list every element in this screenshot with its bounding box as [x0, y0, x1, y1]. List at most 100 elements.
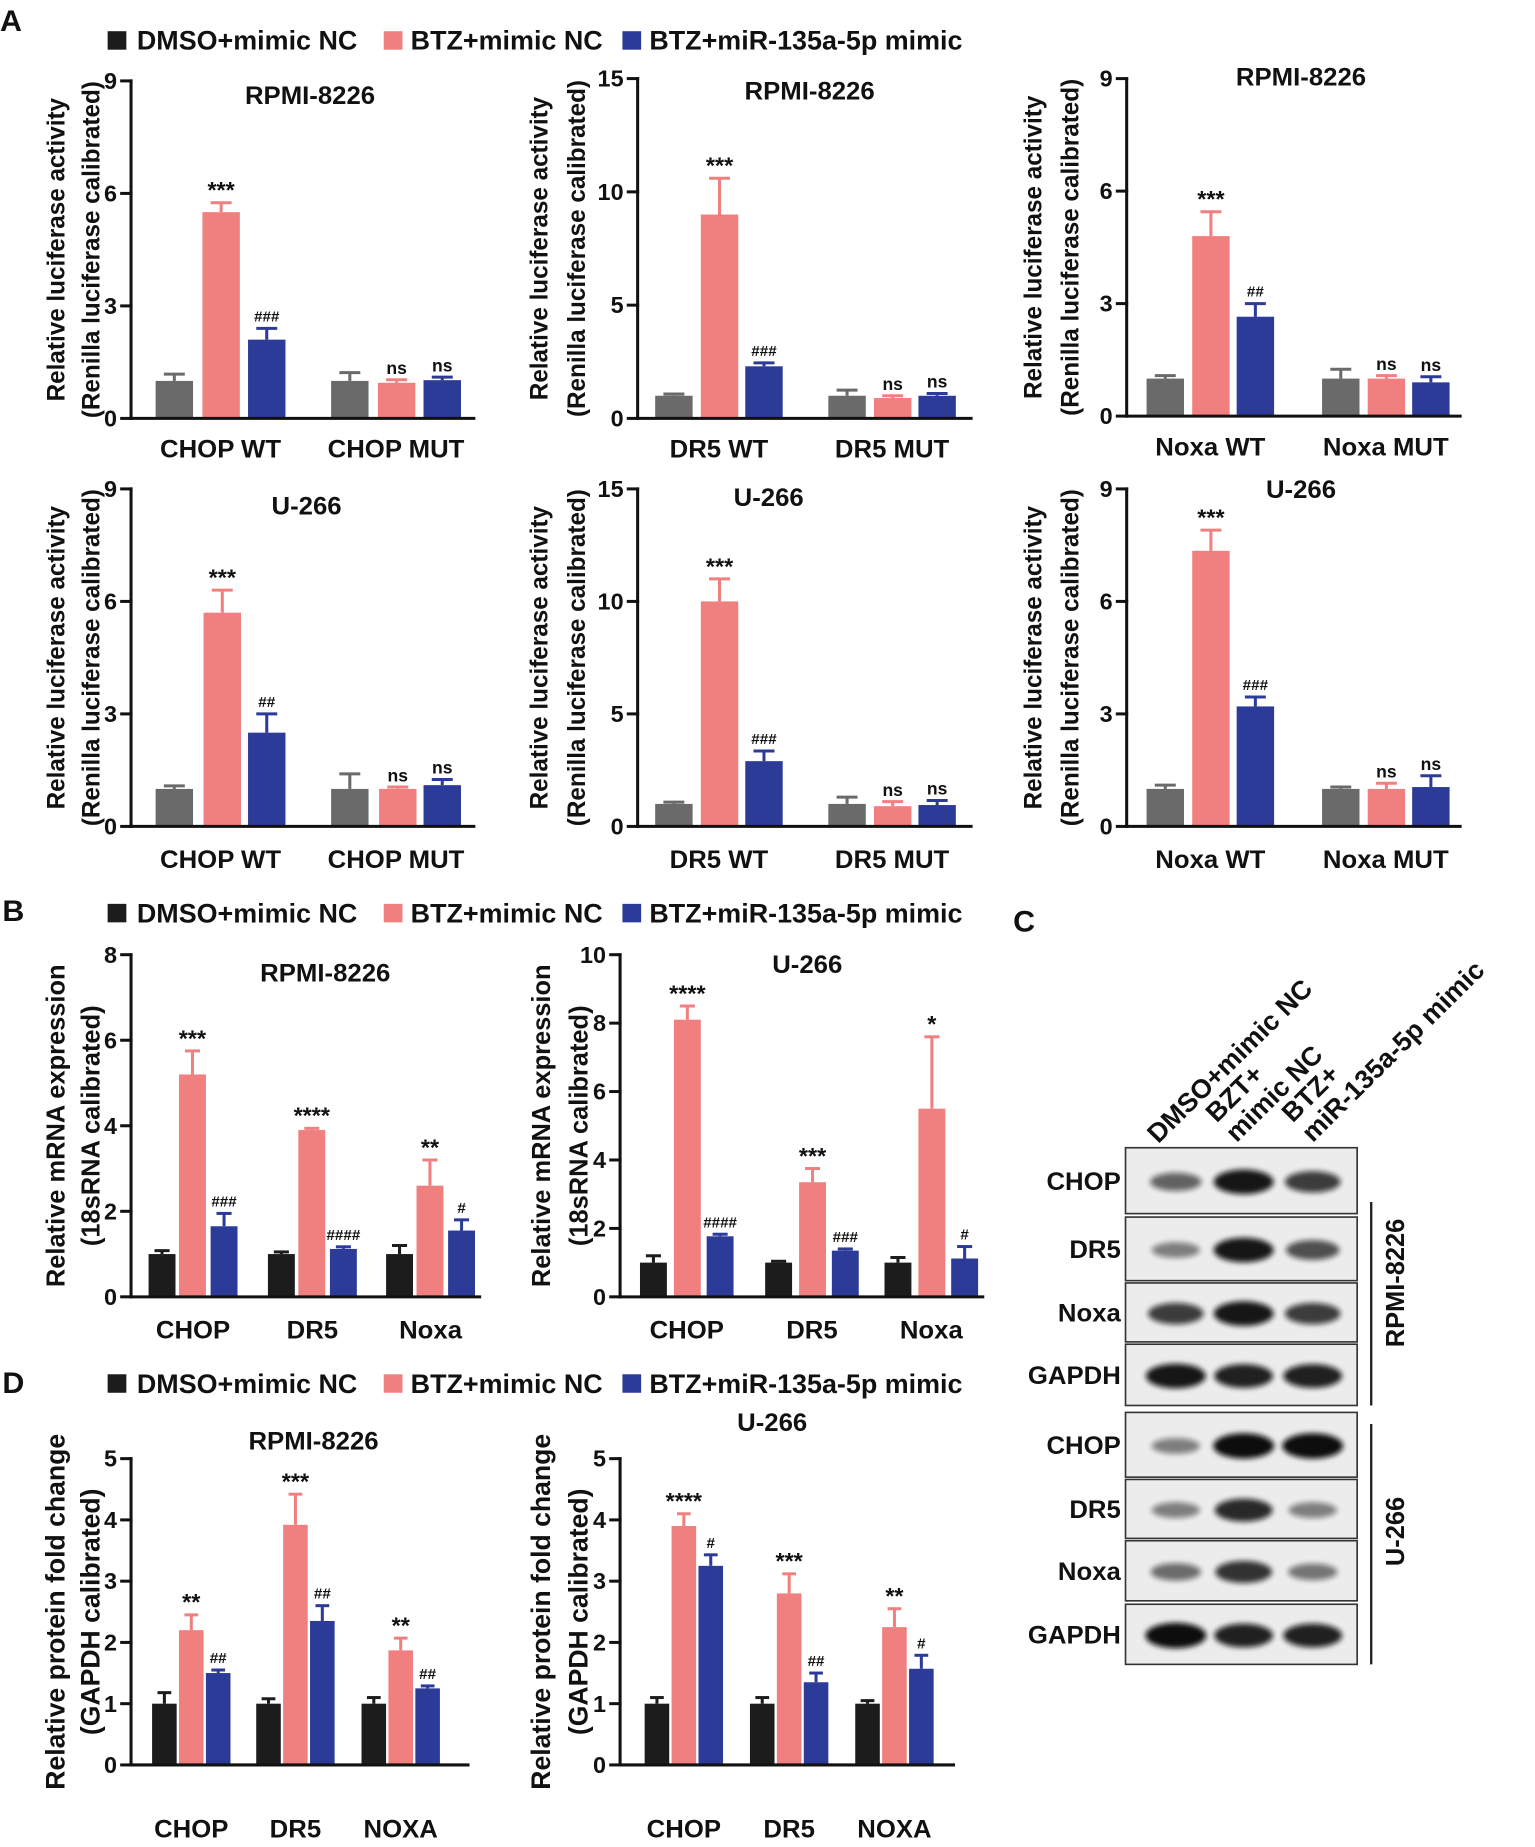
y-tick-label: 15 [598, 66, 624, 92]
bar-chop-wt-mir [248, 339, 286, 419]
blot-lane-label: miR-135a-5p mimic [1296, 955, 1491, 1147]
x-category-label: NOXA [364, 1816, 438, 1844]
x-category-label: DR5 WT [670, 846, 769, 874]
y-tick-label: 6 [104, 1027, 117, 1053]
y-axis-label: Relative protein fold change [526, 1434, 556, 1790]
band-dr5-lane-2 [1214, 1498, 1273, 1522]
x-category-label: Noxa WT [1155, 434, 1265, 462]
bar-noxa-mut-dmso [1322, 788, 1360, 827]
y-tick-label: 3 [593, 1568, 606, 1594]
bar-dr5-dmso [256, 1703, 281, 1765]
bar-dr5-mir [310, 1620, 335, 1765]
chart-title: U-266 [1266, 476, 1336, 504]
y-axis-label: Relative luciferase activity [526, 96, 553, 400]
band-gapdh-lane-1 [1145, 1363, 1206, 1389]
y-axis-label: (Renilla luciferase calibrated) [78, 81, 105, 418]
significance-label: * [927, 1011, 937, 1037]
bar-dr5-btz [799, 1182, 826, 1297]
bar-dr5-mut-btz [873, 398, 912, 419]
y-tick-label: 3 [104, 1568, 117, 1594]
bar-chop-wt-btz [203, 612, 242, 827]
blot-group-label: U-266 [1382, 1497, 1410, 1566]
bar-chart-10: U-266 Relative protein fold change (GAPDH … [526, 1409, 956, 1844]
bar-chop-mut-mir [423, 785, 461, 827]
y-tick-label: 2 [104, 1199, 117, 1225]
bar-chop-wt-btz [202, 212, 240, 419]
bar-noxa-wt-mir [1236, 316, 1275, 417]
bar-dr5-wt-btz [700, 214, 739, 419]
y-tick-label: 0 [593, 1752, 606, 1778]
bar-dr5-mut-dmso [828, 395, 866, 419]
y-tick-label: 8 [593, 1010, 606, 1036]
bar-noxa-dmso [884, 1262, 912, 1297]
band-noxa-lane-2 [1215, 1560, 1272, 1584]
bar-dr5-dmso [765, 1262, 793, 1297]
bar-chop-dmso [148, 1254, 176, 1297]
bar-chart-4: U-266 Relative luciferase activity (Renill… [43, 476, 476, 874]
significance-label: #### [326, 1227, 360, 1244]
significance-label: # [707, 1535, 716, 1552]
y-axis-label: Relative luciferase activity [43, 98, 70, 402]
y-tick-label: 9 [1100, 476, 1113, 502]
y-tick-label: 10 [598, 589, 624, 615]
significance-label: ns [927, 372, 947, 392]
chart-title: RPMI-8226 [1236, 64, 1366, 92]
bar-dr5-mut-mir [918, 395, 956, 419]
y-axis-label: Relative luciferase activity [43, 506, 70, 810]
x-category-label: CHOP [650, 1317, 724, 1345]
blot-group-u-266: CHOP DR5 Noxa GAPDH U-266 [1028, 1411, 1410, 1666]
bar-noxa-wt-mir [1236, 706, 1275, 827]
y-tick-label: 6 [593, 1079, 606, 1105]
bar-noxa-dmso [361, 1703, 387, 1765]
significance-label: ns [388, 765, 408, 785]
band-gapdh-lane-3 [1283, 1623, 1343, 1648]
bar-noxa-btz [918, 1108, 946, 1297]
bar-noxa-mut-btz [1367, 378, 1406, 417]
band-chop-lane-3 [1282, 1433, 1344, 1459]
chart-title: U-266 [734, 484, 804, 512]
x-category-label: DR5 [287, 1317, 338, 1345]
blot-row-label: GAPDH [1028, 1362, 1121, 1390]
significance-label: ## [314, 1586, 332, 1603]
bar-chop-mir [706, 1236, 734, 1297]
significance-label: ## [419, 1666, 437, 1683]
x-category-label: CHOP WT [160, 846, 281, 874]
bar-dr5-btz [298, 1130, 326, 1297]
y-axis-label: Relative luciferase activity [526, 506, 553, 810]
y-tick-label: 6 [1100, 589, 1113, 615]
y-tick-label: 0 [1100, 403, 1113, 429]
band-dr5-lane-3 [1288, 1502, 1337, 1518]
bar-noxa-btz [416, 1185, 444, 1297]
significance-label: ns [1376, 354, 1396, 374]
significance-label: *** [799, 1143, 827, 1169]
significance-label: *** [775, 1548, 803, 1574]
legend-swatch-btz [383, 31, 403, 50]
y-tick-label: 5 [593, 1446, 606, 1472]
legend-label-btz: BTZ+mimic NC [411, 898, 603, 928]
bar-chop-btz [673, 1019, 701, 1297]
y-tick-label: 9 [104, 476, 117, 502]
x-category-label: DR5 [763, 1816, 814, 1844]
x-category-label: DR5 MUT [835, 436, 950, 464]
bar-noxa-mir [448, 1230, 476, 1297]
bar-chop-mir [210, 1226, 238, 1297]
significance-label: # [457, 1200, 466, 1217]
y-tick-label: 9 [1100, 66, 1113, 92]
x-category-label: NOXA [857, 1816, 931, 1844]
bar-chart-1: RPMI-8226 Relative luciferase activity (Re… [43, 68, 476, 464]
bar-dr5-dmso [749, 1703, 775, 1765]
y-axis-label: (Renilla luciferase calibrated) [1058, 79, 1085, 416]
bar-chop-btz [671, 1526, 697, 1765]
significance-label: ns [386, 358, 406, 378]
y-tick-label: 9 [104, 68, 117, 94]
significance-label: ### [751, 343, 777, 360]
blot-row-label: CHOP [1046, 1432, 1120, 1460]
bar-chop-wt-mir [248, 732, 286, 827]
band-noxa-lane-2 [1213, 1301, 1274, 1326]
bar-dr5-mut-mir [918, 805, 956, 827]
chart-title: RPMI-8226 [260, 959, 390, 987]
panel-label-a: A [0, 5, 22, 38]
bar-noxa-mut-mir [1412, 382, 1450, 417]
bar-noxa-mir [951, 1258, 979, 1297]
